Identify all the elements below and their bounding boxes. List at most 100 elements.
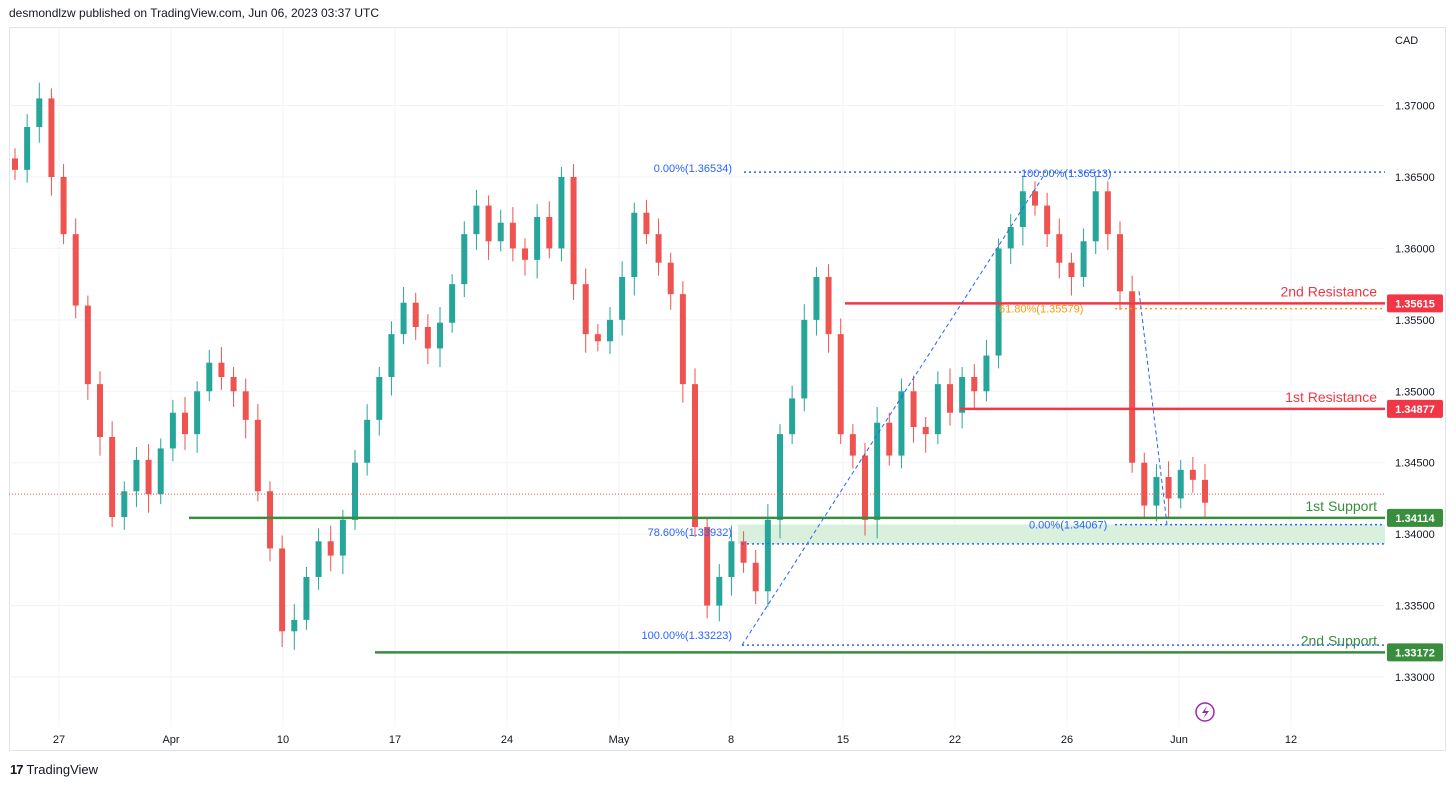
candle-body xyxy=(1032,191,1038,206)
candle-body xyxy=(704,527,711,606)
candle-body xyxy=(424,327,431,349)
price-chart[interactable]: 2nd Resistance 1.35615 1st Resistance 1.348… xyxy=(9,27,1446,751)
candle-body xyxy=(837,334,844,435)
candle-body xyxy=(303,577,310,620)
level-price-text: 1.34114 xyxy=(1395,513,1435,525)
time-tick-label: May xyxy=(609,734,630,746)
candle-body xyxy=(922,427,929,435)
candle-body xyxy=(667,262,674,295)
candle-body xyxy=(971,377,978,392)
candle-body xyxy=(570,177,577,285)
price-tick-label: 1.37000 xyxy=(1395,101,1435,113)
fib-label: 61.80%(1.35579) xyxy=(999,304,1083,316)
fib-trendline xyxy=(741,174,1045,646)
candle-body xyxy=(437,322,443,349)
candle-body xyxy=(1202,479,1208,503)
level-label: 1st Resistance xyxy=(1285,389,1377,405)
price-tick-label: 1.36000 xyxy=(1395,243,1435,255)
candle-body xyxy=(1068,262,1075,277)
candle-body xyxy=(692,384,698,527)
level-price-text: 1.34877 xyxy=(1395,404,1435,416)
candle-body xyxy=(631,212,638,277)
price-tick-label: 1.35000 xyxy=(1395,386,1435,398)
candle-body xyxy=(522,248,528,260)
level-price-text: 1.35615 xyxy=(1395,298,1435,310)
candle-body xyxy=(1056,234,1063,263)
candle-body xyxy=(497,222,504,242)
candle-body xyxy=(1007,227,1014,249)
candle-body xyxy=(1153,477,1160,506)
candle-body xyxy=(36,98,43,127)
candle-body xyxy=(339,519,346,556)
candle-body xyxy=(145,459,152,495)
candle-body xyxy=(449,284,456,323)
candle-body xyxy=(1092,191,1099,242)
candle-body xyxy=(327,541,334,556)
candle-body xyxy=(934,384,941,435)
candle-body xyxy=(157,448,164,495)
candle-body xyxy=(1104,191,1111,235)
candle-body xyxy=(254,419,261,492)
candle-body xyxy=(109,437,116,517)
candle-body xyxy=(182,412,188,435)
candle-body xyxy=(218,362,225,377)
level-price-badge xyxy=(1387,294,1443,313)
candle-body xyxy=(12,158,18,170)
candle-body xyxy=(291,619,298,632)
time-tick-label: 8 xyxy=(728,734,734,746)
candle-body xyxy=(121,491,128,517)
candle-body xyxy=(315,541,322,577)
candle-body xyxy=(352,462,358,520)
candle-body xyxy=(752,562,759,592)
candle-body xyxy=(1165,477,1172,499)
candle-body xyxy=(242,391,249,420)
candle-body xyxy=(534,217,541,260)
candle-body xyxy=(777,434,783,520)
fib-label: 0.00%(1.34067) xyxy=(1029,520,1107,532)
price-tick-label: 1.33000 xyxy=(1395,672,1435,684)
candle-body xyxy=(400,302,407,335)
price-tick-label: 1.34000 xyxy=(1395,529,1435,541)
candle-body xyxy=(558,177,565,249)
candle-body xyxy=(72,234,79,306)
time-tick-label: Apr xyxy=(162,734,179,746)
candle-body xyxy=(376,377,383,420)
time-tick-label: 17 xyxy=(389,734,401,746)
level-label: 2nd Resistance xyxy=(1280,283,1377,299)
candle-body xyxy=(388,334,395,377)
candle-body xyxy=(886,422,893,456)
candle-body xyxy=(801,319,808,399)
candle-body xyxy=(133,459,140,492)
candle-body xyxy=(643,212,650,235)
tradingview-logo-icon[interactable]: 17 xyxy=(10,762,24,777)
candle-body xyxy=(619,277,626,320)
candle-body xyxy=(279,548,286,632)
candle-body xyxy=(485,205,492,242)
fib-zone-rect xyxy=(738,524,1385,544)
candle-body xyxy=(267,491,273,549)
candle-body xyxy=(898,391,905,456)
level-price-badge xyxy=(1387,399,1443,418)
level-price-badge xyxy=(1387,508,1443,527)
candle-body xyxy=(194,391,201,435)
candle-body xyxy=(789,398,796,435)
candle-body xyxy=(594,334,601,342)
candle-body xyxy=(582,284,589,335)
candle-body xyxy=(1117,234,1123,292)
fib-label: 100.00%(1.36513) xyxy=(1021,168,1112,180)
candle-body xyxy=(813,277,820,320)
time-tick-label: 26 xyxy=(1061,734,1073,746)
level-price-text: 1.33172 xyxy=(1395,647,1435,659)
level-lines: 2nd Resistance 1.35615 1st Resistance 1.348… xyxy=(9,283,1443,662)
lightning-icon[interactable] xyxy=(1195,702,1215,722)
chart-frame[interactable]: 2nd Resistance 1.35615 1st Resistance 1.348… xyxy=(9,27,1446,751)
candle-body xyxy=(947,384,953,413)
candle-body xyxy=(910,391,917,427)
candle-body xyxy=(1080,241,1087,277)
candle-body xyxy=(461,234,468,285)
candle-body xyxy=(716,577,723,606)
price-tick-label: 1.33500 xyxy=(1395,601,1435,613)
level-label: 1st Support xyxy=(1305,498,1377,514)
fib-label: 0.00%(1.36534) xyxy=(654,163,732,175)
candle-body xyxy=(862,455,868,520)
